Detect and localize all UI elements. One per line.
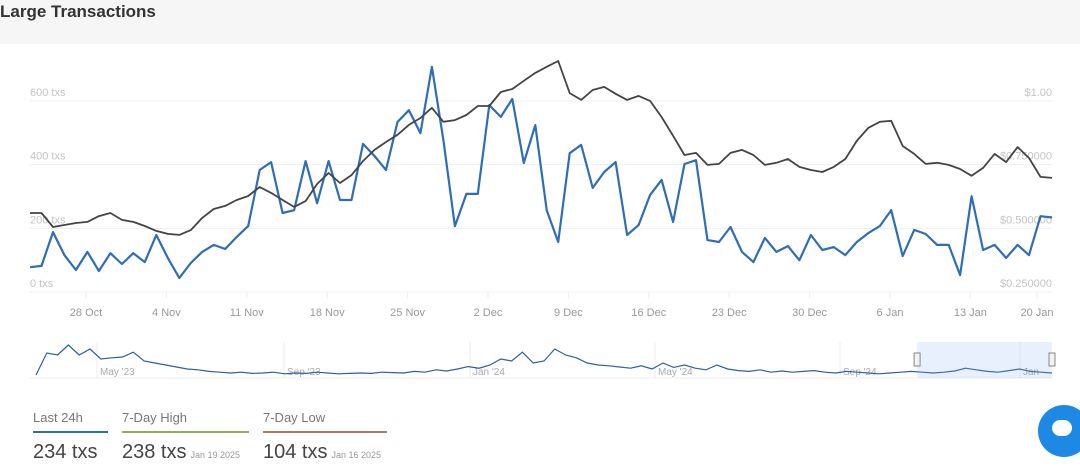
x-tick-label: 2 Dec <box>474 307 503 319</box>
legend-7-day-high: 7-Day High 238 txs Jan 19 2025 <box>122 410 249 464</box>
legend-label: Last 24h <box>33 410 83 425</box>
chart-card <box>0 44 1080 473</box>
navigator-label: Jan <box>1023 367 1039 378</box>
x-tick-label: 30 Dec <box>792 307 827 319</box>
y-right-tick-label: $0.250000 <box>1000 278 1052 290</box>
y-right-tick-label: $1.00 <box>1024 87 1052 99</box>
chat-button[interactable] <box>1038 405 1080 457</box>
x-tick-label: 6 Jan <box>877 307 904 319</box>
x-tick-label: 13 Jan <box>954 307 987 319</box>
x-tick-label: 23 Dec <box>712 307 747 319</box>
navigator-label: May '24 <box>658 367 693 378</box>
navigator-label: Sep '23 <box>287 367 321 378</box>
navigator-handle[interactable] <box>913 352 921 367</box>
navigator-handle[interactable] <box>1048 352 1056 367</box>
x-tick-label: 4 Nov <box>152 307 181 319</box>
legend-color-bar <box>122 431 249 433</box>
legend-label: 7-Day High <box>122 410 188 425</box>
legend-date: Jan 19 2025 <box>190 450 241 460</box>
legend-7-day-low: 7-Day Low 104 txs Jan 16 2025 <box>263 410 387 464</box>
legend-last-24h: Last 24h 234 txs <box>33 410 108 464</box>
navigator-selection <box>917 342 1052 378</box>
navigator-label: May '23 <box>100 367 135 378</box>
price-line <box>30 60 1053 236</box>
navigator-label: Jan '24 <box>473 367 505 378</box>
x-tick-label: 18 Nov <box>310 307 345 319</box>
page-title: Large Transactions <box>0 2 156 21</box>
x-tick-label: 11 Nov <box>230 307 265 319</box>
navigator-line <box>35 344 1053 376</box>
y-left-tick-label: 0 txs <box>30 278 54 290</box>
x-tick-label: 28 Oct <box>70 307 102 319</box>
legend-label: 7-Day Low <box>263 410 326 425</box>
legend-value: 238 txs <box>122 441 187 463</box>
transactions-line <box>29 65 1053 280</box>
legend-value: 104 txs <box>263 441 328 463</box>
x-tick-label: 16 Dec <box>631 307 666 319</box>
x-tick-label: 25 Nov <box>390 307 425 319</box>
x-tick-label: 9 Dec <box>554 307 583 319</box>
legend-value: 234 txs <box>33 441 98 463</box>
y-left-tick-label: 600 txs <box>30 87 66 99</box>
legend-color-bar <box>263 431 387 433</box>
x-tick-label: 20 Jan <box>1020 307 1053 319</box>
chat-icon <box>1052 420 1072 436</box>
y-left-tick-label: 400 txs <box>30 151 66 163</box>
legend-date: Jan 16 2025 <box>331 450 382 460</box>
legend-color-bar <box>33 431 108 433</box>
